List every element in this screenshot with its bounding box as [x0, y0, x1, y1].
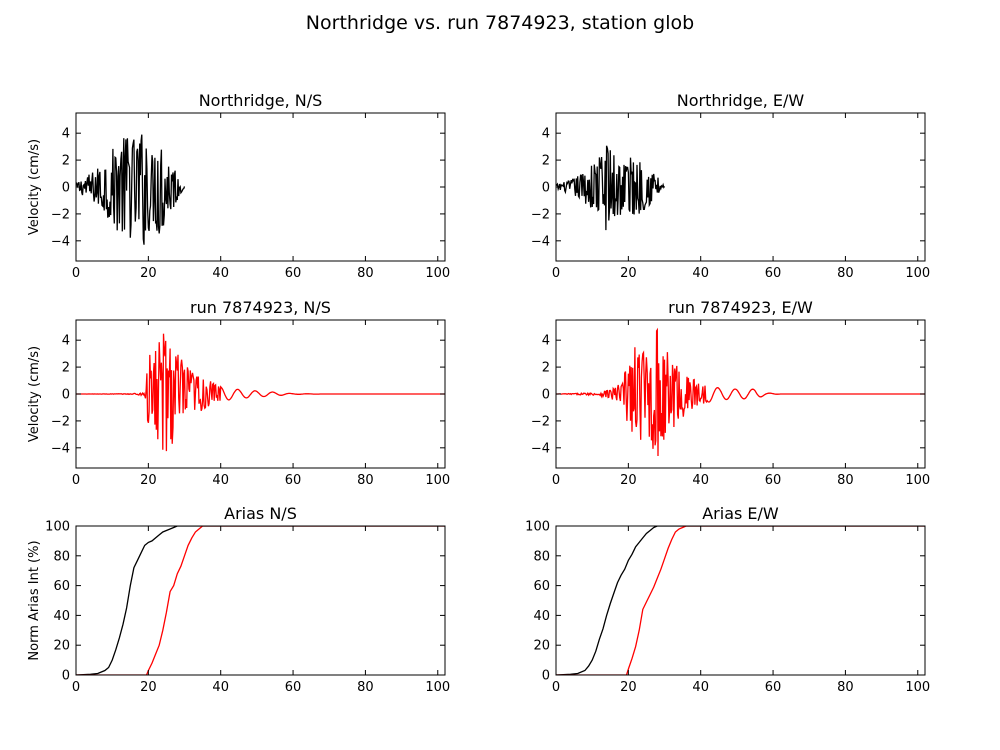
y-tick-label: −2	[531, 207, 550, 222]
x-tick-label: 0	[72, 266, 80, 281]
y-tick-label: 80	[533, 549, 550, 564]
subplot-6: 0 20 40 60 80 100 0 20 40 60 80 100 Arias E/W	[525, 504, 930, 695]
y-tick-label: 2	[542, 361, 550, 376]
y-tick-label: 20	[533, 639, 550, 654]
x-tick-label: 20	[140, 473, 157, 488]
x-tick-label: 20	[620, 680, 637, 695]
y-tick-label: 40	[53, 609, 70, 624]
x-tick-label: 60	[285, 473, 302, 488]
x-tick-label: 80	[837, 266, 854, 281]
x-tick-label: 80	[837, 680, 854, 695]
y-tick-label: 4	[542, 334, 550, 349]
x-tick-label: 40	[692, 266, 709, 281]
x-tick-label: 60	[765, 473, 782, 488]
x-tick-label: 60	[285, 680, 302, 695]
y-tick-label: 0	[62, 669, 70, 684]
subplot-4: 0 20 40 60 80 100 −4 −2 0 2 4 run 7874923, E/W	[531, 298, 930, 488]
subplot-3: 0 20 40 60 80 100 −4 −2 0 2 4 run 7874923, N/S Veloc…	[27, 298, 450, 488]
x-tick-label: 100	[425, 680, 450, 695]
y-tick-label: 4	[62, 127, 70, 142]
x-tick-label: 60	[765, 266, 782, 281]
y-tick-label: 40	[533, 609, 550, 624]
y-tick-label: −4	[51, 234, 70, 249]
x-tick-label: 100	[905, 473, 930, 488]
series-line-2	[556, 526, 925, 675]
x-tick-label: 100	[425, 473, 450, 488]
series-line-1	[556, 327, 925, 457]
axes-frame	[555, 525, 926, 676]
y-tick-label: 2	[62, 154, 70, 169]
y-axis-label: Velocity (cm/s)	[27, 139, 42, 235]
series-line-1	[556, 145, 666, 231]
y-tick-label: 60	[53, 579, 70, 594]
series-line-1	[76, 333, 445, 452]
x-tick-label: 0	[72, 680, 80, 695]
subplot-title: Arias N/S	[224, 504, 297, 523]
x-tick-label: 20	[620, 266, 637, 281]
y-tick-label: 0	[542, 181, 550, 196]
y-tick-label: −4	[531, 441, 550, 456]
subplot-1: 0 20 40 60 80 100 −4 −2 0 2 4 Northridge, N/S Veloci…	[27, 91, 450, 281]
y-tick-label: 4	[542, 127, 550, 142]
x-tick-label: 60	[285, 266, 302, 281]
subplot-5: 0 20 40 60 80 100 0 20 40 60 80 100 Arias N/S Norm Ar…	[27, 504, 450, 695]
figure-title: Northridge vs. run 7874923, station glob	[305, 12, 695, 34]
y-tick-label: 100	[525, 520, 550, 535]
y-tick-label: 100	[45, 520, 70, 535]
x-tick-label: 60	[765, 680, 782, 695]
y-tick-label: 2	[62, 361, 70, 376]
y-tick-label: 60	[533, 579, 550, 594]
series-line-1	[76, 526, 445, 675]
x-tick-label: 80	[357, 473, 374, 488]
y-tick-label: −2	[51, 207, 70, 222]
subplot-title: Northridge, E/W	[677, 91, 805, 110]
y-tick-label: 0	[62, 388, 70, 403]
y-axis-label: Norm Arias Int (%)	[27, 540, 42, 660]
x-tick-label: 80	[357, 680, 374, 695]
x-tick-label: 40	[692, 680, 709, 695]
series-line-1	[556, 526, 925, 675]
subplot-title: run 7874923, E/W	[668, 298, 813, 317]
x-tick-label: 0	[552, 266, 560, 281]
x-tick-label: 0	[552, 473, 560, 488]
subplot-title: Northridge, N/S	[199, 91, 323, 110]
y-tick-label: 0	[542, 669, 550, 684]
y-tick-label: 20	[53, 639, 70, 654]
y-tick-label: 80	[53, 549, 70, 564]
series-line-2	[76, 526, 445, 675]
axes-frame	[75, 525, 446, 676]
x-tick-label: 20	[140, 266, 157, 281]
x-tick-label: 20	[620, 473, 637, 488]
y-tick-label: −2	[531, 414, 550, 429]
x-tick-label: 100	[905, 680, 930, 695]
x-tick-label: 20	[140, 680, 157, 695]
x-tick-label: 0	[552, 680, 560, 695]
x-tick-label: 100	[425, 266, 450, 281]
subplot-2: 0 20 40 60 80 100 −4 −2 0 2 4 Northridge, E/W	[531, 91, 930, 281]
x-tick-label: 40	[212, 680, 229, 695]
series-line-1	[76, 134, 186, 245]
y-tick-label: 0	[62, 181, 70, 196]
y-tick-label: −2	[51, 414, 70, 429]
x-tick-label: 40	[212, 266, 229, 281]
y-tick-label: 0	[542, 388, 550, 403]
x-tick-label: 80	[357, 266, 374, 281]
subplot-title: run 7874923, N/S	[190, 298, 331, 317]
y-tick-label: −4	[531, 234, 550, 249]
y-axis-label: Velocity (cm/s)	[27, 346, 42, 442]
x-tick-label: 40	[692, 473, 709, 488]
y-tick-label: 4	[62, 334, 70, 349]
subplot-title: Arias E/W	[702, 504, 779, 523]
y-tick-label: 2	[542, 154, 550, 169]
x-tick-label: 0	[72, 473, 80, 488]
y-tick-label: −4	[51, 441, 70, 456]
x-tick-label: 40	[212, 473, 229, 488]
x-tick-label: 100	[905, 266, 930, 281]
x-tick-label: 80	[837, 473, 854, 488]
